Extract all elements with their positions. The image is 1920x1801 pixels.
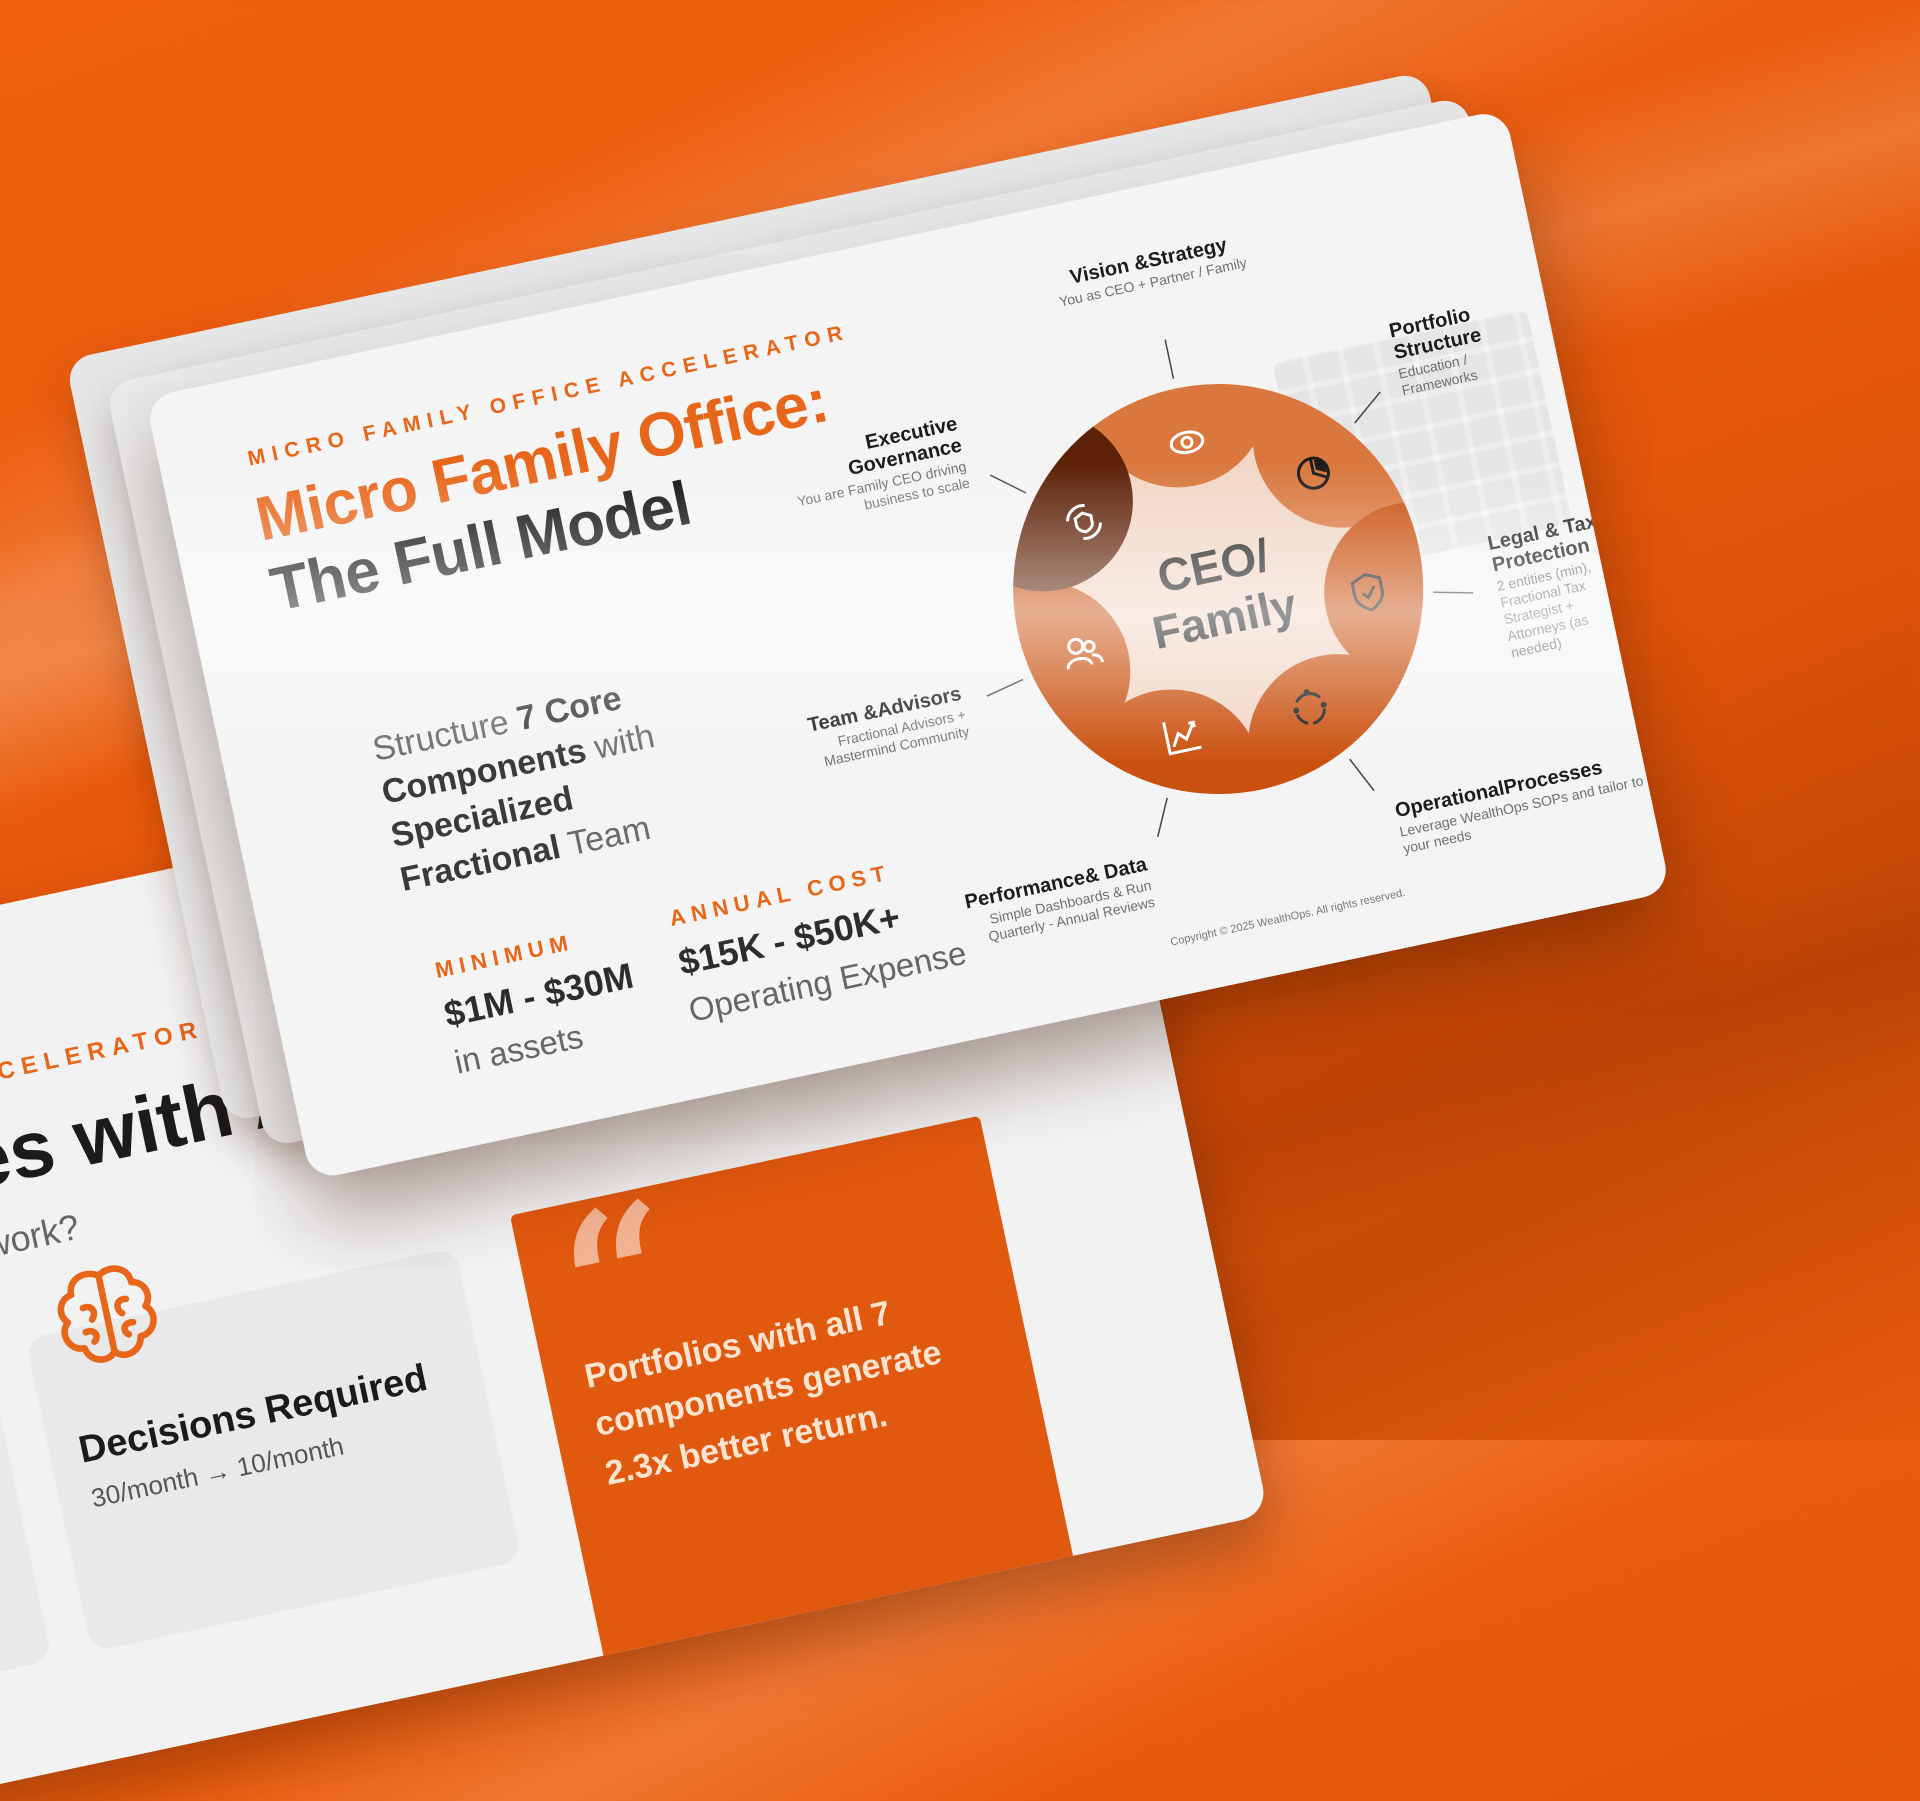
secondary-slide: ACCELERATOR ges with All e work? Decisio… [0,673,1269,1801]
brain-icon [57,1265,157,1363]
main-slide: MICRO FAMILY OFFICE ACCELERATOR Micro Fa… [145,109,1671,1181]
eye-icon [1169,430,1205,455]
component-leader-line [1156,797,1168,837]
component-leader-line [986,678,1024,697]
secondary-subtitle: e work? [0,1205,84,1272]
component-leader-line [1354,391,1381,424]
component-leader-line [989,474,1027,494]
quote-panel: “ Portfolios with all 7 components gener… [509,1115,1088,1725]
component-leader-line [1349,758,1375,792]
component-leader-line [1433,591,1474,594]
component-leader-line [1164,339,1175,379]
